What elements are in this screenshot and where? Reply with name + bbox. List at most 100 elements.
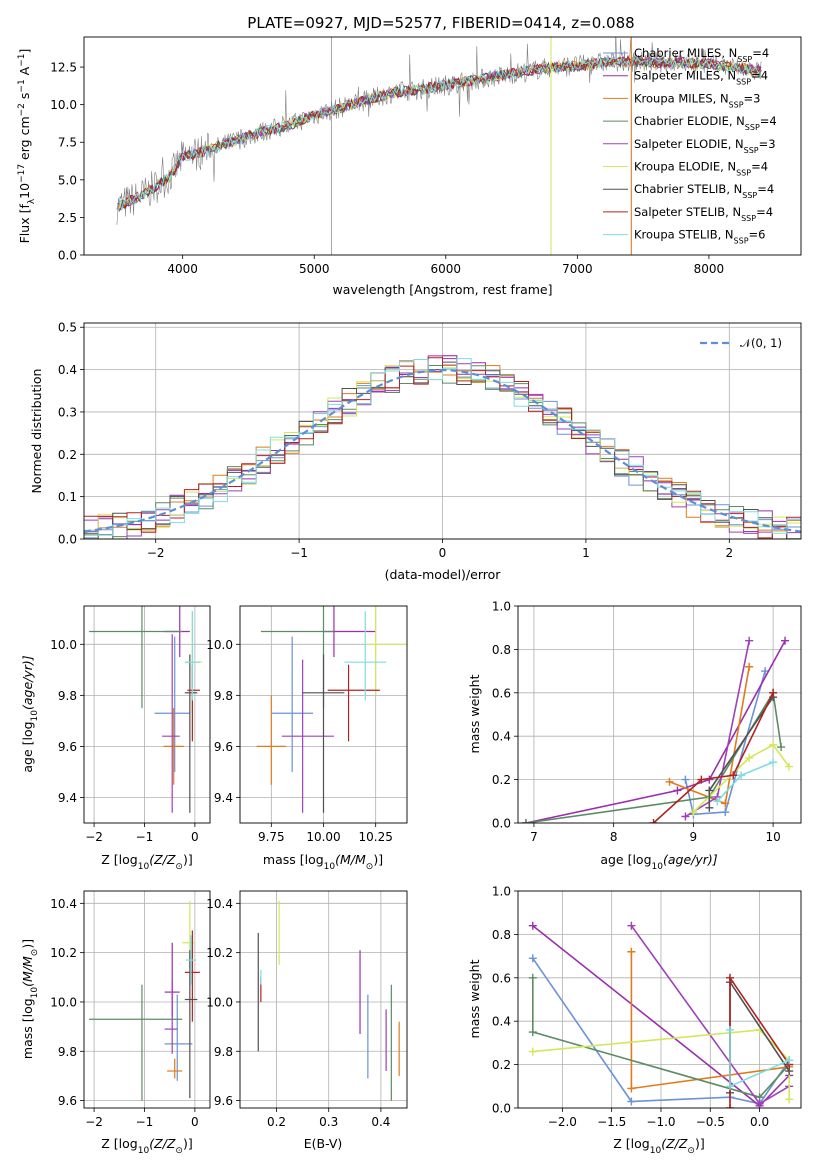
weight-series-5 xyxy=(532,1029,790,1100)
model-spectrum-7 xyxy=(119,54,762,210)
x-tick-label: 2 xyxy=(725,546,733,560)
y-tick-label: 0.2 xyxy=(492,773,511,787)
y-tick-label: 12.5 xyxy=(50,61,77,75)
y-tick-label: 7.5 xyxy=(58,136,77,150)
legend-entry: Chabrier MILES, NSSP=4 xyxy=(634,46,769,64)
weight-marker xyxy=(665,777,674,786)
weight-marker xyxy=(681,812,690,821)
y-tick-label: 9.6 xyxy=(58,1094,77,1108)
y-tick-label: 2.5 xyxy=(58,211,77,225)
weight-marker xyxy=(627,947,636,956)
weight-marker xyxy=(781,636,790,645)
y-tick-label: 0.0 xyxy=(58,249,77,263)
x-tick-label: 8000 xyxy=(694,262,725,276)
weight-marker xyxy=(689,808,698,817)
x-tick-label: 4000 xyxy=(167,262,198,276)
weight-marker xyxy=(769,740,778,749)
x-tick-label: −1.0 xyxy=(646,1115,675,1129)
legend-entry: Chabrier ELODIE, NSSP=4 xyxy=(634,114,777,132)
y-tick-label: 0.0 xyxy=(492,1102,511,1116)
x-tick-label: 6000 xyxy=(431,262,462,276)
model-spectrum-6 xyxy=(118,54,761,211)
y-tick-label: 9.4 xyxy=(58,791,77,805)
weight-marker xyxy=(521,819,530,823)
plot-area xyxy=(89,606,203,813)
x-axis-label: wavelength [Angstrom, rest frame] xyxy=(332,282,552,297)
y-tick-label: 10.0 xyxy=(50,638,77,652)
plot-area xyxy=(521,636,794,823)
weight-marker xyxy=(737,771,746,780)
weight-marker xyxy=(745,662,754,671)
x-tick-label: −1 xyxy=(290,546,308,560)
weight-marker xyxy=(713,797,722,806)
axes-frame xyxy=(83,890,211,1109)
x-axis-label: (data-model)/error xyxy=(385,567,502,582)
legend-entry: Salpeter ELODIE, NSSP=3 xyxy=(634,137,776,155)
weight-marker xyxy=(528,973,537,982)
x-tick-label: 1 xyxy=(582,546,590,560)
y-tick-label: 0.8 xyxy=(492,928,511,942)
x-tick-label: 0.0 xyxy=(750,1115,769,1129)
weight-marker xyxy=(745,753,754,762)
y-tick-label: 9.4 xyxy=(214,791,233,805)
residual-hist-6 xyxy=(84,361,801,539)
legend: Chabrier MILES, NSSP=4 Salpeter MILES, NS… xyxy=(603,46,777,245)
axes-frame xyxy=(239,890,408,1109)
y-axis-label: mass weight xyxy=(467,674,482,753)
y-tick-label: 10.4 xyxy=(50,897,77,911)
x-tick-label: 9.75 xyxy=(258,830,285,844)
weight-marker xyxy=(673,786,682,795)
weight-marker xyxy=(528,1047,537,1056)
x-tick-label: −2 xyxy=(85,830,103,844)
y-tick-label: 10.2 xyxy=(206,946,233,960)
y-tick-label: 0.8 xyxy=(492,643,511,657)
plot-area xyxy=(89,900,200,1101)
y-tick-label: 0.1 xyxy=(58,490,77,504)
x-tick-label: 10 xyxy=(765,830,780,844)
weight-marker xyxy=(726,1025,735,1034)
x-tick-label: −2.0 xyxy=(548,1115,577,1129)
weight-marker xyxy=(705,803,714,812)
x-tick-label: −1 xyxy=(136,1115,154,1129)
weight-series-5 xyxy=(692,743,790,813)
weight-marker xyxy=(627,1097,636,1106)
weight-marker xyxy=(769,688,778,697)
x-tick-label: −2 xyxy=(85,1115,103,1129)
y-tick-label: 10.0 xyxy=(206,638,233,652)
plot-residuals: −2 −1 0 1 2 0.0 0.1 0.2 0.3 0.4 0.5 𝒩(0, 1) (data-mo… xyxy=(29,321,802,582)
weight-marker xyxy=(755,1099,764,1108)
legend-entry: Kroupa STELIB, NSSP=6 xyxy=(634,228,765,246)
x-tick-label: 0.3 xyxy=(319,1115,338,1129)
y-tick-label: 10.4 xyxy=(206,897,233,911)
weight-marker xyxy=(627,921,636,930)
weight-marker xyxy=(697,775,706,784)
x-tick-label: 7000 xyxy=(562,262,593,276)
y-tick-label: 0.2 xyxy=(58,448,77,462)
y-tick-label: 9.6 xyxy=(58,740,77,754)
y-tick-label: 10.0 xyxy=(50,995,77,1009)
y-tick-label: 10.0 xyxy=(206,995,233,1009)
plot-area xyxy=(257,900,400,1101)
weight-marker xyxy=(726,973,735,982)
axes-frame xyxy=(83,36,802,256)
x-tick-label: −1.5 xyxy=(597,1115,626,1129)
x-axis-label: E(B-V) xyxy=(304,1136,343,1151)
y-tick-label: 1.0 xyxy=(492,600,511,614)
plots: 4000 5000 6000 7000 80000.02.55.07.510.012.5… xyxy=(17,36,802,1156)
x-tick-label: 0.2 xyxy=(267,1115,286,1129)
legend-entry: Salpeter STELIB, NSSP=4 xyxy=(634,205,773,223)
x-tick-label: 0 xyxy=(191,830,199,844)
y-tick-label: 9.8 xyxy=(214,689,233,703)
weight-series-3 xyxy=(532,977,790,1099)
y-tick-label: 10.2 xyxy=(50,946,77,960)
x-tick-label: 5000 xyxy=(299,262,330,276)
weight-marker xyxy=(681,775,690,784)
weight-marker xyxy=(745,636,754,645)
plot-area xyxy=(528,921,794,1108)
weight-marker xyxy=(726,1104,735,1108)
y-tick-label: 0.6 xyxy=(492,686,511,700)
residual-hist-8 xyxy=(84,358,801,536)
y-axis-label: mass weight xyxy=(467,959,482,1038)
x-tick-label: 9 xyxy=(690,830,698,844)
